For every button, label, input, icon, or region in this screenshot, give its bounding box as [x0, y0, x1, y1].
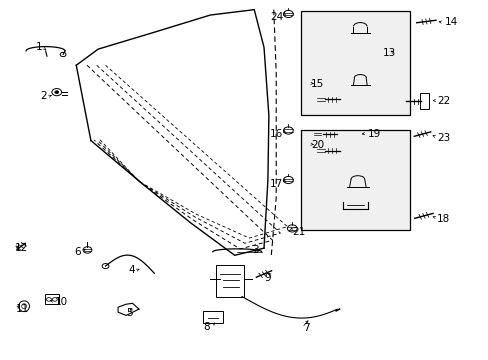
Text: 12: 12 — [14, 243, 27, 253]
Bar — [300, 130, 409, 230]
Text: 16: 16 — [270, 129, 283, 139]
Text: 7: 7 — [303, 323, 309, 333]
Text: 23: 23 — [436, 133, 449, 143]
Text: 2: 2 — [41, 91, 47, 101]
Text: 24: 24 — [270, 12, 283, 22]
Bar — [216, 265, 244, 297]
Text: 20: 20 — [311, 140, 324, 150]
Bar — [419, 93, 428, 109]
Text: 3: 3 — [252, 245, 259, 255]
Text: 10: 10 — [54, 297, 67, 307]
Text: 8: 8 — [203, 322, 210, 332]
Text: 22: 22 — [436, 96, 449, 106]
Circle shape — [55, 91, 59, 94]
Text: 11: 11 — [15, 304, 28, 314]
Bar — [44, 294, 59, 305]
Text: 6: 6 — [74, 247, 81, 257]
Text: 14: 14 — [444, 17, 457, 27]
Text: 13: 13 — [382, 48, 395, 58]
Text: 4: 4 — [128, 265, 135, 275]
Text: 1: 1 — [36, 42, 42, 52]
Text: 19: 19 — [367, 129, 380, 139]
Text: 5: 5 — [125, 308, 132, 318]
Bar — [203, 311, 222, 323]
Text: 21: 21 — [291, 227, 305, 237]
Bar — [300, 12, 409, 116]
Text: 18: 18 — [436, 214, 449, 224]
Text: 17: 17 — [270, 179, 283, 189]
Text: 15: 15 — [311, 79, 324, 89]
Text: 9: 9 — [264, 273, 271, 283]
